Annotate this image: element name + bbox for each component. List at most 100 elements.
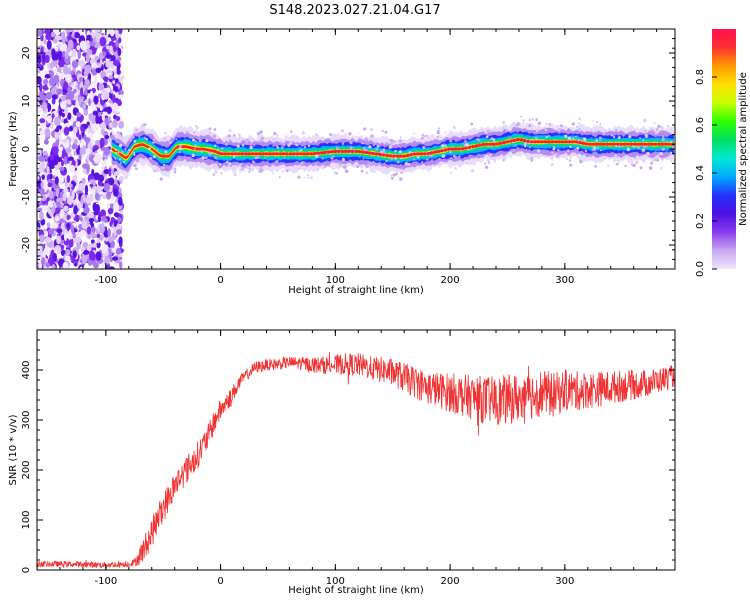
ridge-peak-point [240, 152, 244, 156]
noise-blob [57, 43, 61, 49]
ridge-peak-point [488, 142, 492, 146]
noise-blob [56, 235, 61, 245]
noise-blob [37, 136, 40, 146]
noise-blob [41, 188, 45, 196]
noise-blob [40, 195, 47, 202]
speckle [512, 141, 515, 144]
speckle [360, 169, 364, 173]
speckle [407, 162, 411, 166]
speckle [655, 130, 659, 133]
noise-blob [67, 39, 74, 49]
speckle [628, 135, 632, 139]
speckle [457, 165, 461, 168]
speckle [385, 167, 388, 170]
noise-blob [52, 146, 59, 157]
speckle [117, 152, 120, 154]
speckle [212, 134, 217, 139]
noise-blob [44, 128, 51, 138]
speckle [226, 160, 229, 164]
noise-blob [50, 153, 55, 161]
speckle [388, 145, 392, 149]
speckle [660, 126, 664, 130]
speckle [502, 120, 506, 125]
speckle [653, 159, 656, 162]
noise-blob [113, 188, 119, 197]
noise-blob [63, 126, 70, 136]
speckle [306, 174, 310, 177]
ridge-peak-point [523, 139, 527, 143]
speckle [635, 162, 638, 165]
noise-blob [41, 257, 46, 266]
noise-blob [50, 121, 54, 130]
ridge-peak-point [344, 149, 348, 153]
speckle [660, 166, 663, 170]
snr-y-tick-label: 400 [21, 360, 32, 379]
speckle [239, 163, 242, 166]
speckle [249, 142, 253, 146]
speckle [233, 134, 236, 137]
speckle [392, 140, 396, 143]
speckle [545, 136, 548, 139]
speckle [537, 121, 542, 126]
ridge-peak-point [492, 142, 496, 146]
speckle [118, 133, 121, 136]
ridge-peak-point [306, 152, 310, 156]
speckle [297, 175, 301, 179]
speckle [653, 122, 656, 125]
speckle [569, 155, 573, 159]
speckle [589, 154, 592, 158]
noise-blob [82, 163, 89, 169]
speckle [534, 136, 539, 141]
speckle [363, 127, 367, 131]
speckle [185, 131, 189, 134]
ridge-peak-point [319, 151, 324, 155]
noise-blob [104, 255, 110, 265]
speckle [349, 141, 353, 145]
speckle [272, 137, 276, 141]
noise-blob [82, 254, 90, 260]
noise-blob [79, 40, 87, 49]
speckle [133, 151, 136, 154]
noise-blob [84, 40, 91, 50]
noise-blob [61, 112, 65, 118]
speckle [174, 168, 177, 171]
ridge-peak-point [626, 142, 630, 146]
noise-blob [62, 261, 69, 269]
speckle [283, 157, 286, 159]
ridge-peak-point [309, 152, 313, 156]
ridge-peak-point [375, 152, 379, 156]
speckle [649, 126, 652, 130]
speckle [235, 162, 240, 167]
noise-blob [111, 256, 119, 261]
noise-blob [96, 233, 101, 239]
speckle [617, 136, 621, 140]
noise-blob [73, 138, 78, 145]
noise-blob [55, 35, 63, 41]
speckle [567, 136, 572, 141]
speckle [476, 138, 479, 141]
speckle [416, 155, 420, 159]
speckle [335, 146, 339, 150]
speckle [319, 164, 322, 167]
noise-blob [42, 84, 49, 91]
speckle [159, 177, 163, 181]
noise-blob [37, 107, 42, 113]
noise-blob [78, 77, 83, 83]
speckle [369, 127, 373, 132]
noise-blob [58, 150, 62, 158]
speckle [441, 154, 446, 158]
noise-blob [91, 62, 98, 68]
speckle [550, 163, 554, 167]
noise-blob [52, 155, 59, 166]
noise-blob [118, 29, 123, 35]
ridge-peak-point [622, 142, 627, 146]
speckle [576, 146, 580, 150]
speckle [340, 128, 345, 133]
noise-blob [84, 202, 89, 212]
speckle [278, 176, 281, 179]
speckle [134, 130, 138, 134]
speckle [489, 130, 492, 133]
speckle [300, 148, 303, 152]
noise-blob [61, 148, 66, 158]
speckle [178, 158, 182, 162]
